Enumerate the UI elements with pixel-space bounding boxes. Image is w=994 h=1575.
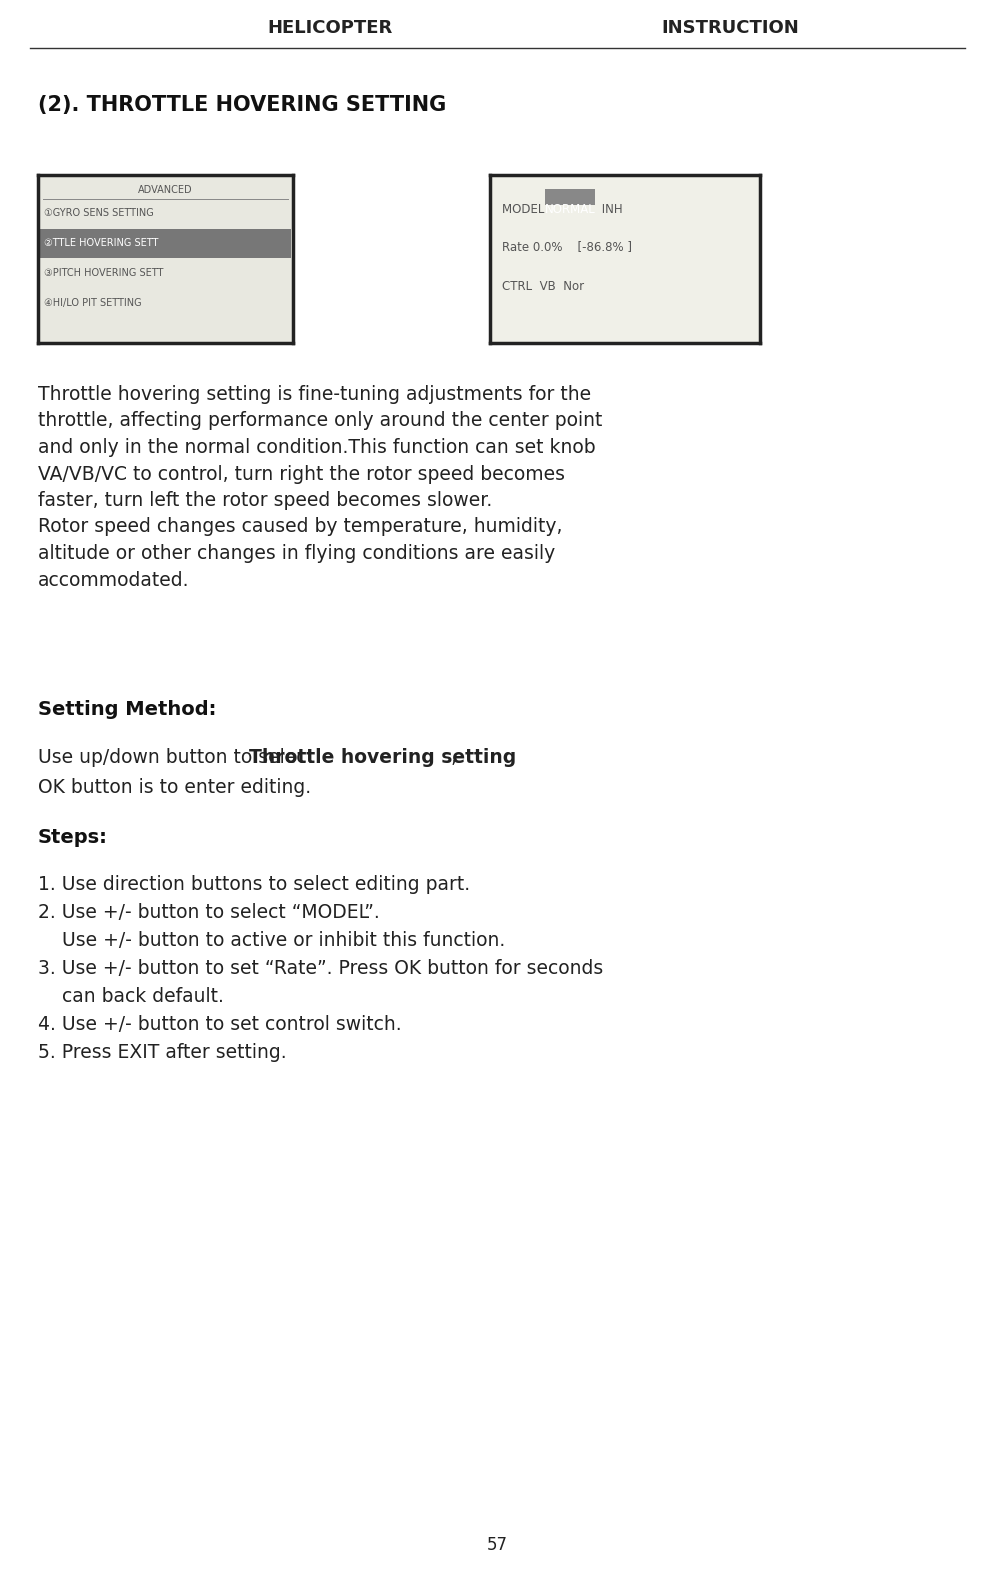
Text: MODEL: MODEL xyxy=(502,203,548,216)
Text: INH: INH xyxy=(597,203,622,216)
Text: OK button is to enter editing.: OK button is to enter editing. xyxy=(38,778,311,797)
Text: ④HI/LO PIT SETTING: ④HI/LO PIT SETTING xyxy=(44,298,141,309)
Text: ②TTLE HOVERING SETT: ②TTLE HOVERING SETT xyxy=(44,238,158,247)
Text: (2). THROTTLE HOVERING SETTING: (2). THROTTLE HOVERING SETTING xyxy=(38,94,445,115)
Text: 1. Use direction buttons to select editing part.: 1. Use direction buttons to select editi… xyxy=(38,876,469,895)
Text: Steps:: Steps: xyxy=(38,828,107,847)
Text: can back default.: can back default. xyxy=(38,988,224,1006)
Text: 4. Use +/- button to set control switch.: 4. Use +/- button to set control switch. xyxy=(38,1014,402,1035)
Text: Use +/- button to active or inhibit this function.: Use +/- button to active or inhibit this… xyxy=(38,931,505,950)
Text: NORMAL: NORMAL xyxy=(545,203,595,216)
Text: HELICOPTER: HELICOPTER xyxy=(267,19,393,36)
Text: ③PITCH HOVERING SETT: ③PITCH HOVERING SETT xyxy=(44,268,163,279)
Bar xyxy=(40,228,290,258)
Text: 57: 57 xyxy=(486,1536,507,1555)
Text: INSTRUCTION: INSTRUCTION xyxy=(660,19,798,36)
Text: ①GYRO SENS SETTING: ①GYRO SENS SETTING xyxy=(44,208,154,217)
Text: Throttle hovering setting is fine-tuning adjustments for the
throttle, affecting: Throttle hovering setting is fine-tuning… xyxy=(38,384,601,589)
Text: ADVANCED: ADVANCED xyxy=(138,184,193,195)
Bar xyxy=(545,189,594,205)
Text: 3. Use +/- button to set “Rate”. Press OK button for seconds: 3. Use +/- button to set “Rate”. Press O… xyxy=(38,959,602,978)
Text: Use up/down button to select: Use up/down button to select xyxy=(38,748,319,767)
Text: 5. Press EXIT after setting.: 5. Press EXIT after setting. xyxy=(38,1043,286,1062)
Text: 2. Use +/- button to select “MODEL”.: 2. Use +/- button to select “MODEL”. xyxy=(38,902,380,921)
Text: ,: , xyxy=(450,748,456,767)
Text: Setting Method:: Setting Method: xyxy=(38,699,216,720)
Text: CTRL  VB  Nor: CTRL VB Nor xyxy=(502,280,583,293)
Text: Rate 0.0%    [-86.8% ]: Rate 0.0% [-86.8% ] xyxy=(502,239,631,254)
Text: Throttle hovering setting: Throttle hovering setting xyxy=(248,748,516,767)
